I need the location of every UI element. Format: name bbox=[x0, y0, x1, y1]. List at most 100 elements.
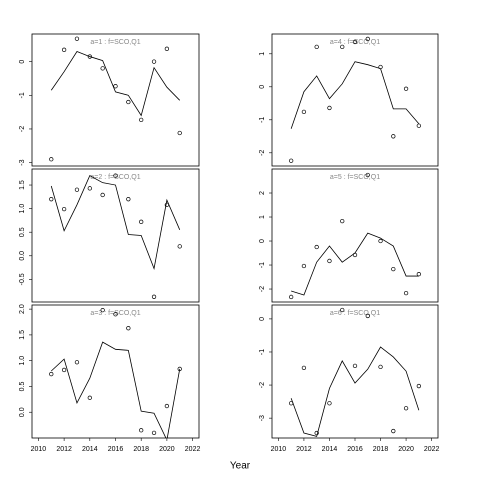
y-tick-label: -1 bbox=[259, 262, 266, 268]
y-tick-label: -3 bbox=[19, 159, 26, 165]
observed-point bbox=[340, 307, 345, 313]
observed-point bbox=[49, 371, 54, 377]
observed-point bbox=[301, 365, 307, 371]
y-tick-label: 0.0 bbox=[19, 407, 26, 417]
y-tick-label: -3 bbox=[259, 415, 266, 421]
x-tick-label: 2020 bbox=[159, 446, 175, 453]
observed-point bbox=[352, 39, 358, 45]
y-tick-label: 2 bbox=[259, 191, 266, 195]
observed-point bbox=[49, 157, 54, 162]
observed-point bbox=[87, 54, 92, 59]
observed-point bbox=[61, 206, 67, 212]
observed-point bbox=[289, 401, 294, 406]
y-tick-label: 0 bbox=[19, 60, 26, 64]
observed-point bbox=[365, 172, 370, 178]
observed-point bbox=[87, 186, 92, 191]
observed-point bbox=[289, 294, 294, 300]
y-tick-label: -2 bbox=[19, 126, 26, 132]
x-tick-label: 2012 bbox=[296, 446, 312, 453]
observed-point bbox=[352, 252, 358, 258]
panel-title: a=4 : f=SCO,Q1 bbox=[330, 39, 380, 46]
observed-point bbox=[327, 105, 332, 111]
y-tick-label: -1 bbox=[19, 92, 26, 98]
y-tick-label: 1.5 bbox=[19, 330, 26, 340]
observed-point bbox=[164, 403, 170, 409]
y-tick-label: 1.5 bbox=[19, 180, 26, 190]
series bbox=[289, 172, 421, 300]
observed-point bbox=[365, 313, 370, 319]
observed-point bbox=[416, 123, 421, 128]
observed-point bbox=[177, 366, 182, 372]
fit-line bbox=[50, 341, 181, 438]
observed-point bbox=[378, 64, 383, 70]
panel-frame bbox=[31, 33, 200, 167]
observed-point bbox=[403, 406, 409, 411]
x-tick-label: 2022 bbox=[185, 446, 201, 453]
observed-point bbox=[327, 401, 332, 406]
observed-point bbox=[314, 430, 319, 436]
observed-point bbox=[177, 244, 182, 249]
series bbox=[49, 36, 182, 162]
observed-point bbox=[340, 218, 345, 224]
panel-frame bbox=[271, 168, 439, 303]
y-tick-label: -0.5 bbox=[19, 273, 26, 285]
observed-point bbox=[74, 187, 80, 192]
x-tick-label: 2018 bbox=[133, 446, 149, 453]
observed-point bbox=[164, 202, 170, 207]
observed-point bbox=[151, 294, 157, 299]
observed-point bbox=[314, 44, 319, 50]
x-tick-label: 2012 bbox=[56, 446, 72, 453]
x-tick-label: 2014 bbox=[82, 446, 98, 453]
y-tick-label: 2.0 bbox=[19, 304, 26, 314]
observed-point bbox=[151, 430, 157, 435]
observed-point bbox=[49, 197, 54, 202]
observed-point bbox=[61, 47, 67, 52]
x-tick-label: 2020 bbox=[398, 446, 414, 453]
y-tick-label: -1 bbox=[259, 349, 266, 355]
observed-point bbox=[74, 360, 80, 365]
observed-point bbox=[391, 266, 396, 272]
observed-point bbox=[87, 395, 92, 400]
observed-point bbox=[352, 363, 358, 369]
x-tick-label: 2016 bbox=[108, 446, 124, 453]
y-tick-label: -1 bbox=[259, 117, 266, 123]
y-tick-label: 0.5 bbox=[19, 227, 26, 237]
y-tick-label: -2 bbox=[259, 286, 266, 292]
observed-point bbox=[177, 130, 182, 136]
observed-point bbox=[164, 46, 170, 51]
x-tick-label: 2016 bbox=[347, 446, 363, 453]
panel-title: a=3 : f=SCO,Q1 bbox=[90, 310, 140, 317]
observed-point bbox=[391, 428, 396, 434]
y-tick-label: 0 bbox=[259, 239, 266, 243]
series bbox=[289, 307, 421, 437]
observed-point bbox=[100, 192, 105, 198]
observed-point bbox=[61, 367, 67, 373]
observed-point bbox=[139, 428, 144, 433]
panel-title: a=1 : f=SCO,Q1 bbox=[90, 39, 140, 46]
fit-line bbox=[50, 51, 181, 117]
y-tick-label: -2 bbox=[259, 382, 266, 388]
y-tick-label: 0.5 bbox=[19, 381, 26, 391]
y-tick-label: 1.0 bbox=[19, 356, 26, 366]
y-tick-label: 0 bbox=[259, 317, 266, 321]
observed-point bbox=[365, 36, 370, 42]
y-tick-label: 0 bbox=[259, 85, 266, 89]
x-tick-label: 2018 bbox=[373, 446, 389, 453]
x-tick-label: 2010 bbox=[31, 446, 47, 453]
observed-point bbox=[416, 383, 421, 389]
x-axis-label: Year bbox=[230, 461, 251, 472]
observed-point bbox=[126, 326, 131, 331]
observed-point bbox=[126, 99, 131, 105]
series bbox=[49, 308, 182, 438]
observed-point bbox=[139, 219, 144, 224]
observed-point bbox=[340, 44, 345, 50]
observed-point bbox=[391, 134, 396, 139]
observed-point bbox=[301, 109, 307, 115]
observed-point bbox=[378, 238, 383, 244]
y-tick-label: 1 bbox=[259, 215, 266, 219]
y-tick-label: 0.0 bbox=[19, 251, 26, 261]
observed-point bbox=[126, 197, 131, 202]
x-tick-label: 2014 bbox=[322, 446, 338, 453]
